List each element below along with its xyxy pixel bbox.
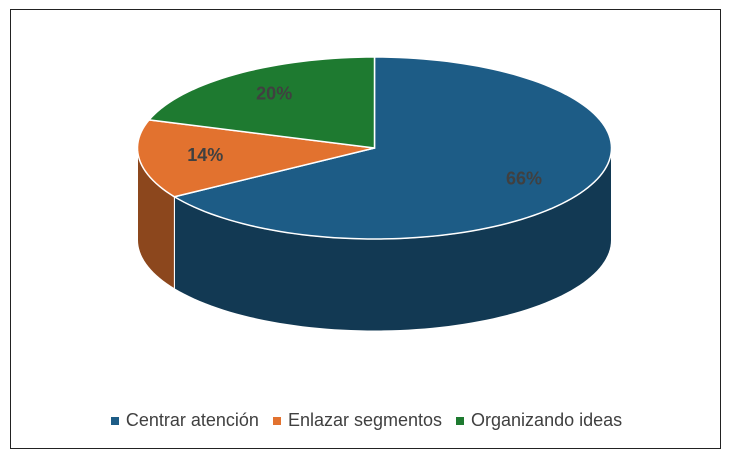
legend-label: Organizando ideas (471, 410, 623, 430)
legend-swatch (272, 416, 281, 425)
value-label: 66% (506, 168, 542, 188)
slice (136, 119, 375, 198)
legend-item: Enlazar segmentos (272, 410, 443, 431)
slice (147, 56, 376, 149)
legend-item: Centrar atención (110, 410, 259, 431)
legend-label: Centrar atención (125, 410, 259, 430)
legend: Centrar atención Enlazar segmentos Organiz… (0, 410, 733, 431)
legend-swatch (456, 416, 465, 425)
chart-frame (10, 9, 721, 449)
value-label: 20% (256, 84, 292, 104)
slice (172, 56, 613, 240)
legend-swatch (110, 416, 119, 425)
legend-item: Organizando ideas (456, 410, 622, 431)
legend-label: Enlazar segmentos (287, 410, 443, 430)
value-label: 14% (187, 145, 223, 165)
